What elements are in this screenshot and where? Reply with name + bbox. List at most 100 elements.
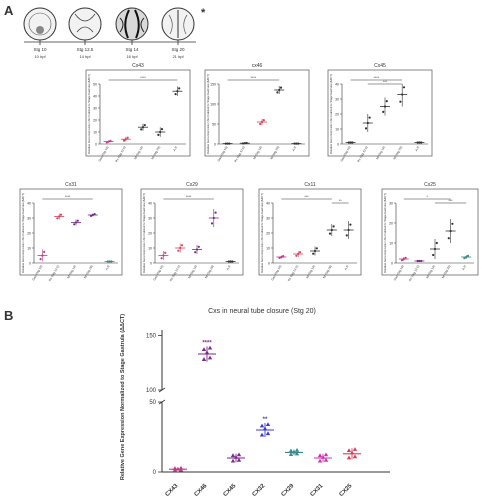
main-x-tick-label: CX31 xyxy=(310,483,325,498)
data-point xyxy=(465,255,468,259)
chart-frame xyxy=(258,188,362,276)
main-data-point xyxy=(233,454,239,459)
y-tick-label: 40 xyxy=(93,95,97,99)
y-tick-label: 10 xyxy=(93,131,97,135)
main-x-tick-label: CX43 xyxy=(165,483,180,498)
data-point xyxy=(241,142,245,145)
y-axis-label: Relative Gene Expression Normalized to S… xyxy=(260,193,264,273)
x-tick-label: A.R xyxy=(343,264,349,271)
data-point xyxy=(214,211,217,214)
x-tick-label: Nt (Stg 20) xyxy=(83,265,94,280)
main-data-point xyxy=(288,452,294,456)
data-point xyxy=(297,252,300,256)
main-data-point xyxy=(262,426,268,431)
chart-frame xyxy=(140,188,244,276)
data-point xyxy=(463,257,466,260)
chart-frame xyxy=(381,188,479,276)
x-tick-label: Nf (Stg 14) xyxy=(252,146,263,161)
x-tick-label: Gas (Stg 10) xyxy=(393,265,405,282)
data-point xyxy=(312,252,315,255)
main-data-point xyxy=(291,449,297,454)
stage-time: 14 hpf xyxy=(79,54,91,59)
data-point xyxy=(364,127,368,130)
data-point xyxy=(420,259,423,263)
significance-label: *** xyxy=(383,80,388,84)
x-tick-label: Gas (Stg 10) xyxy=(216,146,228,163)
main-data-point xyxy=(323,452,329,457)
data-point xyxy=(435,241,438,245)
data-point xyxy=(210,222,214,225)
data-point xyxy=(402,257,405,261)
data-point xyxy=(73,223,76,226)
main-data-point xyxy=(317,453,323,458)
chart-frame xyxy=(19,188,123,276)
x-tick-label: Gas (Stg 10) xyxy=(152,265,164,282)
stage-asterisk: * xyxy=(201,7,206,19)
x-tick-label: Nt (Stg 20) xyxy=(150,146,161,161)
data-point xyxy=(298,251,302,254)
data-point xyxy=(226,142,229,145)
data-point xyxy=(416,141,419,144)
main-y-axis-label: Relative Gene Expression Normalized to S… xyxy=(120,314,126,480)
embryo-neural-folds xyxy=(124,9,140,39)
y-tick-label: 150 xyxy=(146,333,157,339)
data-point xyxy=(347,141,350,144)
y-tick-label: 50 xyxy=(212,123,216,127)
panel-label-b: B xyxy=(4,308,13,323)
y-tick-label: 10 xyxy=(148,247,152,251)
data-point xyxy=(404,256,407,259)
chart-frame xyxy=(327,69,433,157)
main-data-point xyxy=(230,458,236,463)
data-point xyxy=(295,254,298,257)
data-point xyxy=(224,142,227,145)
main-x-tick-label: CX29 xyxy=(281,483,296,498)
x-tick-label: Nt (Stg 20) xyxy=(204,265,215,280)
significance-label: **** xyxy=(251,76,257,80)
data-point xyxy=(126,136,129,139)
stage-label: Stg 20 xyxy=(171,47,185,52)
y-tick-label: 30 xyxy=(335,98,339,102)
main-data-point xyxy=(259,432,265,437)
main-data-point xyxy=(349,450,355,455)
data-point xyxy=(449,229,452,233)
data-point xyxy=(197,245,200,248)
main-data-point xyxy=(265,431,271,436)
y-tick-label: 30 xyxy=(266,217,270,221)
y-axis-label: Relative Gene Expression Normalized to S… xyxy=(21,193,25,273)
data-point xyxy=(105,141,108,144)
data-point xyxy=(399,100,402,103)
y-axis-label: Relative Gene Expression Normalized to S… xyxy=(206,74,210,154)
data-point xyxy=(347,228,350,232)
main-data-point xyxy=(204,350,210,355)
data-point xyxy=(418,259,421,263)
main-data-point xyxy=(172,466,178,470)
data-point xyxy=(108,260,111,263)
data-point xyxy=(194,251,197,254)
significance-label-cx46: **** xyxy=(202,340,212,346)
x-tick-label: Gas (Stg 10) xyxy=(31,265,43,282)
stage-label: Stg 10 xyxy=(33,47,47,52)
chart-title: Cx45 xyxy=(374,63,386,69)
data-point xyxy=(212,216,215,220)
data-point xyxy=(160,128,164,131)
embryo-outline xyxy=(115,7,149,41)
data-point xyxy=(110,260,113,263)
y-tick-label: 100 xyxy=(146,388,157,394)
data-point xyxy=(140,128,143,131)
x-tick-label: Nt (Stg 20) xyxy=(392,146,403,161)
chart-title: Cx43 xyxy=(132,63,144,69)
x-tick-label: Gas (Stg 10) xyxy=(339,146,351,163)
significance-label: **** xyxy=(140,76,146,80)
y-tick-label: 40 xyxy=(27,202,31,206)
embryo-detail xyxy=(168,14,188,35)
data-point xyxy=(279,86,283,89)
data-point xyxy=(416,259,419,263)
data-point xyxy=(89,214,93,217)
panel-label-a: A xyxy=(4,3,14,18)
data-point xyxy=(402,86,406,89)
x-tick-label: Nf (Stg 14) xyxy=(305,265,316,280)
y-tick-label: 0 xyxy=(337,143,339,147)
y-tick-label: 50 xyxy=(93,83,97,87)
